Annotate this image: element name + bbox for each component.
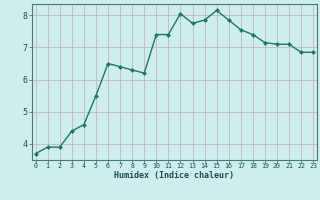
X-axis label: Humidex (Indice chaleur): Humidex (Indice chaleur) [115,171,234,180]
